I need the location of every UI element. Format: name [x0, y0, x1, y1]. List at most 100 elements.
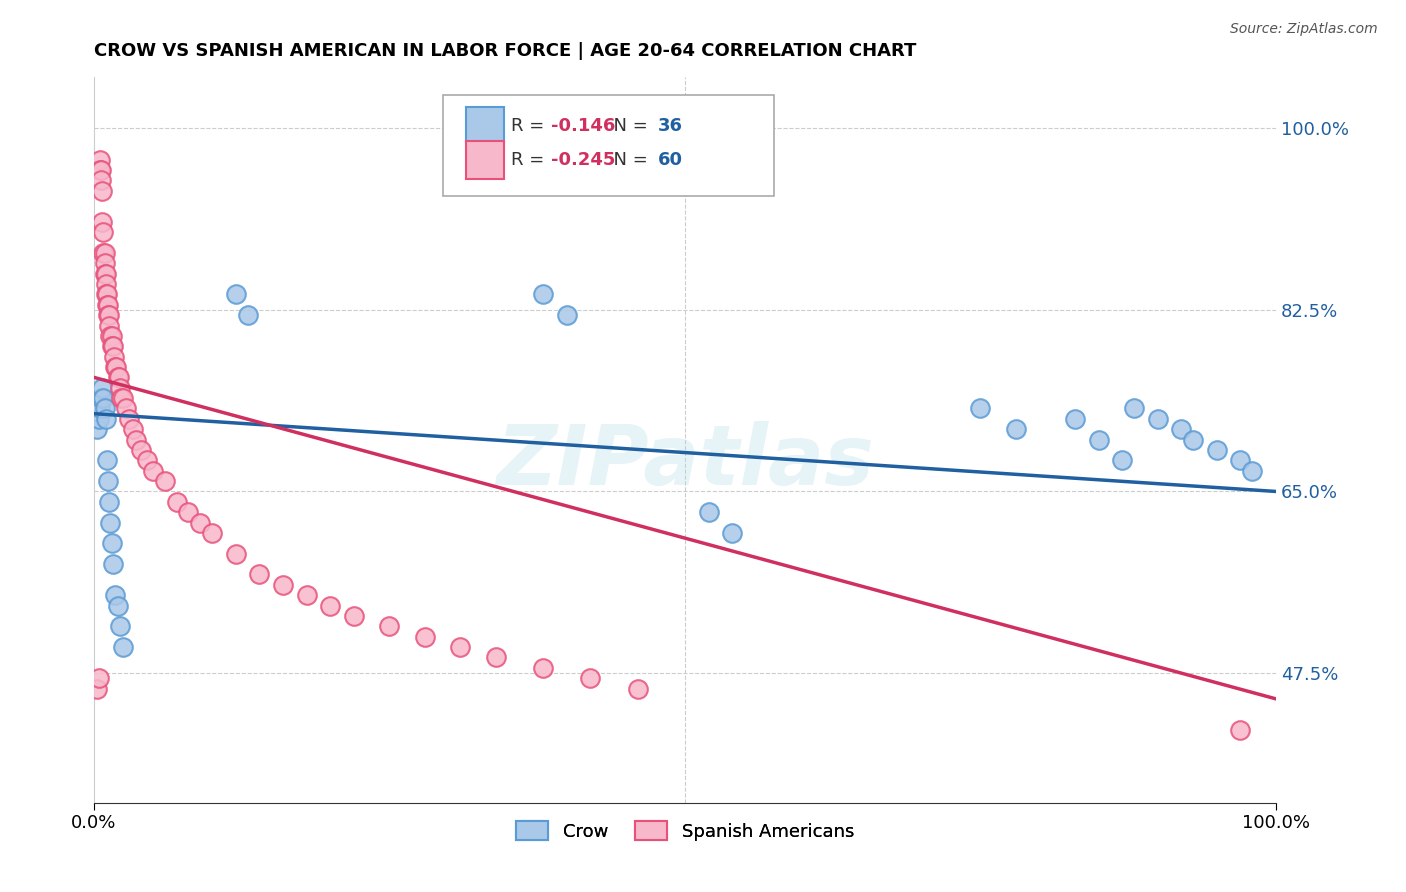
Point [93, 267, 115, 281]
Point [1111, 453, 1133, 467]
Point [142, 464, 165, 478]
Point [94, 267, 117, 281]
Text: N =: N = [602, 152, 654, 169]
Point [153, 474, 176, 488]
Point [87, 671, 110, 685]
Point [94, 412, 117, 426]
Point [100, 329, 122, 343]
Point [97, 308, 120, 322]
Point [378, 619, 401, 633]
Point [87, 412, 110, 426]
Text: 60: 60 [658, 152, 683, 169]
Point [1229, 723, 1251, 737]
FancyBboxPatch shape [443, 95, 773, 196]
Point [112, 391, 135, 405]
Point [93, 391, 115, 405]
Point [89, 153, 111, 167]
Point [295, 588, 318, 602]
Point [100, 516, 122, 530]
Point [108, 381, 131, 395]
Point [105, 359, 128, 374]
Point [188, 516, 211, 530]
Point [969, 401, 991, 416]
Point [627, 681, 650, 696]
Text: CROW VS SPANISH AMERICAN IN LABOR FORCE | AGE 20-64 CORRELATION CHART: CROW VS SPANISH AMERICAN IN LABOR FORCE … [94, 42, 917, 60]
Point [1064, 412, 1087, 426]
Text: ZIPatlas: ZIPatlas [496, 421, 875, 502]
Point [110, 391, 132, 405]
Point [449, 640, 471, 654]
Point [91, 381, 114, 395]
Point [1241, 464, 1264, 478]
Point [1170, 422, 1192, 436]
Text: 36: 36 [658, 117, 683, 135]
Point [91, 215, 114, 229]
Point [96, 298, 118, 312]
Point [1146, 412, 1168, 426]
Point [236, 308, 259, 322]
Point [1182, 433, 1205, 447]
Point [96, 287, 118, 301]
Text: Source: ZipAtlas.com: Source: ZipAtlas.com [1230, 22, 1378, 37]
Point [413, 630, 436, 644]
Point [98, 318, 121, 333]
Point [93, 225, 115, 239]
Point [101, 339, 124, 353]
FancyBboxPatch shape [467, 107, 505, 145]
Point [104, 359, 127, 374]
Point [94, 277, 117, 291]
Point [89, 401, 111, 416]
Text: -0.146: -0.146 [551, 117, 616, 135]
Text: R =: R = [512, 152, 550, 169]
Point [93, 246, 115, 260]
Text: R =: R = [512, 117, 550, 135]
Point [94, 287, 117, 301]
Point [108, 619, 131, 633]
Text: -0.245: -0.245 [551, 152, 616, 169]
Legend: Crow, Spanish Americans: Crow, Spanish Americans [509, 814, 862, 848]
FancyBboxPatch shape [467, 142, 505, 179]
Point [225, 287, 247, 301]
Point [1005, 422, 1028, 436]
Point [118, 412, 141, 426]
Point [343, 608, 366, 623]
Point [97, 298, 120, 312]
Point [93, 256, 115, 270]
Point [1205, 442, 1227, 457]
Point [1123, 401, 1146, 416]
Point [98, 308, 121, 322]
Point [107, 370, 129, 384]
Point [531, 287, 554, 301]
Point [97, 474, 120, 488]
Point [485, 650, 508, 665]
Point [166, 495, 188, 509]
Point [104, 588, 127, 602]
Point [531, 661, 554, 675]
Point [115, 401, 138, 416]
Text: N =: N = [602, 117, 654, 135]
Point [86, 422, 108, 436]
Point [579, 671, 602, 685]
Point [100, 536, 122, 550]
Point [319, 599, 342, 613]
Point [90, 163, 112, 178]
Point [1087, 433, 1109, 447]
Point [136, 453, 159, 467]
Point [721, 525, 744, 540]
Point [93, 246, 115, 260]
Point [107, 599, 129, 613]
Point [90, 391, 112, 405]
Point [225, 547, 247, 561]
Point [107, 370, 129, 384]
Point [697, 505, 720, 519]
Point [1229, 453, 1251, 467]
Point [125, 433, 148, 447]
Point [91, 184, 114, 198]
Point [122, 422, 145, 436]
Point [249, 567, 271, 582]
Point [100, 339, 122, 353]
Point [129, 442, 152, 457]
Point [271, 578, 294, 592]
Point [86, 681, 108, 696]
Point [89, 163, 111, 178]
